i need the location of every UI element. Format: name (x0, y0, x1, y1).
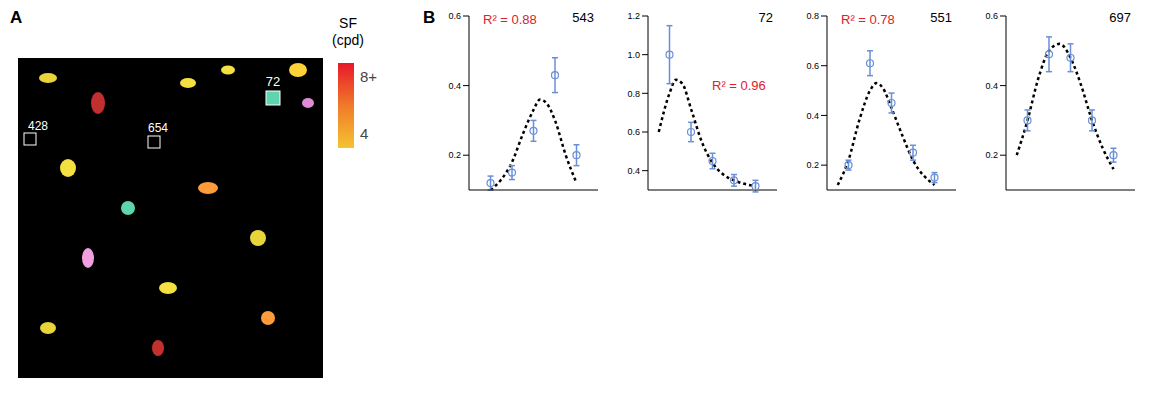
svg-text:1.0: 1.0 (627, 50, 640, 60)
html-text:543: 543 (572, 10, 594, 25)
svg-text:0.2: 0.2 (806, 160, 819, 170)
svg-text:0.4: 0.4 (806, 111, 819, 121)
svg-text:0.6: 0.6 (627, 127, 640, 137)
html-text:72: 72 (758, 10, 773, 25)
svg-text:0.6: 0.6 (448, 11, 461, 21)
html-text:B: B (423, 8, 436, 27)
html-text:R² = 0.78: R² = 0.78 (841, 12, 895, 27)
svg-text:4: 4 (360, 125, 368, 142)
svg-text:1.2: 1.2 (627, 11, 640, 21)
html-text:697: 697 (1109, 10, 1131, 25)
svg-text:0.4: 0.4 (985, 81, 998, 91)
svg-text:0.8: 0.8 (806, 11, 819, 21)
svg-text:0.4: 0.4 (448, 81, 461, 91)
svg-text:654: 654 (148, 121, 168, 135)
html-text:R² = 0.96: R² = 0.96 (712, 78, 766, 93)
svg-text:72: 72 (266, 74, 280, 89)
svg-text:SF: SF (339, 15, 357, 31)
svg-text:0.6: 0.6 (806, 61, 819, 71)
svg-text:0.2: 0.2 (448, 150, 461, 160)
svg-text:8+: 8+ (360, 68, 377, 85)
svg-text:0.8: 0.8 (627, 89, 640, 99)
html-text:551: 551 (930, 10, 952, 25)
svg-text:428: 428 (28, 119, 48, 133)
html-text:A: A (10, 8, 23, 27)
svg-text:0.6: 0.6 (985, 11, 998, 21)
html-text:R² = 0.88: R² = 0.88 (483, 12, 537, 27)
svg-text:(cpd): (cpd) (332, 32, 364, 48)
svg-text:0.4: 0.4 (627, 166, 640, 176)
svg-text:0.2: 0.2 (985, 150, 998, 160)
